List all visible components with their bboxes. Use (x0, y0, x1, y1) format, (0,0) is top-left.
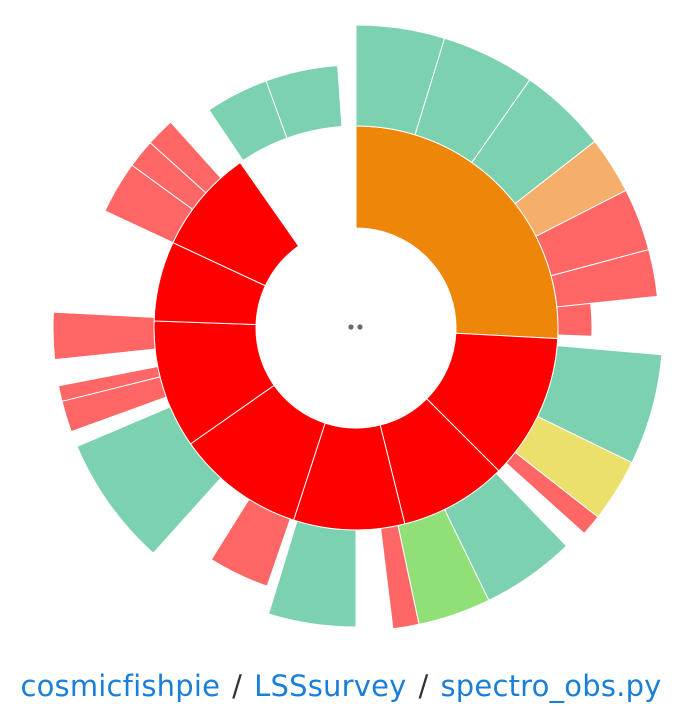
sunburst-segment-l2-4[interactable] (505, 451, 599, 535)
sunburst-chart (52, 24, 663, 630)
breadcrumb-link-lsssurvey[interactable]: LSSsurvey (254, 669, 407, 703)
sunburst-segment-l2-13[interactable] (52, 311, 156, 361)
breadcrumb-separator: / (418, 669, 429, 703)
sunburst-segment-l2-16[interactable] (149, 121, 222, 194)
breadcrumb: cosmicfishpie / LSSsurvey / spectro_obs.… (0, 666, 682, 706)
sunburst-segment-l3-5[interactable] (550, 248, 658, 308)
sunburst-segment-l2-9[interactable] (210, 498, 291, 587)
sunburst-segment-l2-12[interactable] (57, 365, 161, 402)
sunburst-segment-l2-8[interactable] (267, 520, 357, 628)
breadcrumb-link-cosmicfishpie[interactable]: cosmicfishpie (20, 669, 221, 703)
breadcrumb-link-spectro-obs[interactable]: spectro_obs.py (440, 669, 662, 703)
center-label (348, 324, 363, 330)
sunburst-segment-l2-18[interactable] (265, 65, 343, 139)
sunburst-segment-l2-7[interactable] (380, 524, 420, 630)
sunburst-segment-l2-10[interactable] (76, 406, 222, 554)
sunburst-segments (52, 24, 663, 630)
breadcrumb-separator: / (232, 669, 243, 703)
